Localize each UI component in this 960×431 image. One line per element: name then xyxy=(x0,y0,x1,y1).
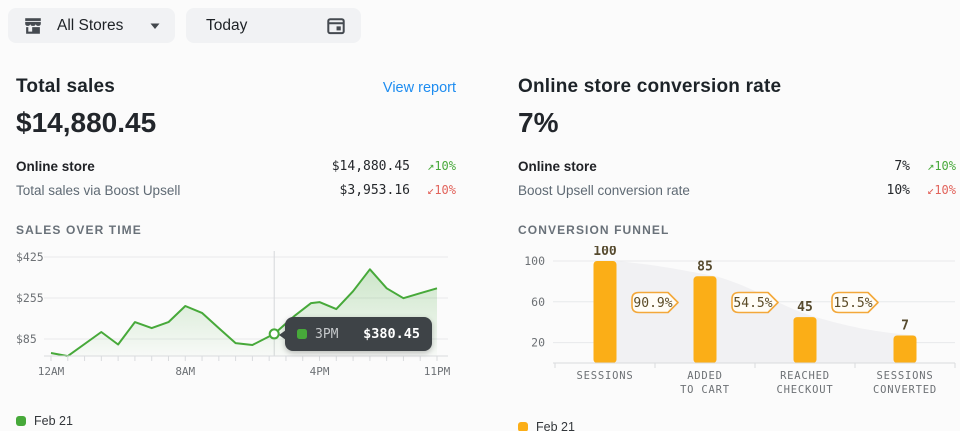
drop-rate-badge xyxy=(631,291,679,314)
metric-label: Online store xyxy=(16,158,95,174)
calendar-icon xyxy=(327,17,345,34)
y-axis-tick-label: 20 xyxy=(531,336,545,350)
metric-label: Boost Upsell conversion rate xyxy=(518,182,690,198)
drop-rate-label: 54.5% xyxy=(733,296,772,311)
y-axis-tick-label: $255 xyxy=(16,291,44,305)
total-sales-value: $14,880.45 xyxy=(16,107,157,138)
conversion-panel: Online store conversion rate 7% Online s… xyxy=(518,51,956,431)
metric-row: Online store 7% ↗10% xyxy=(518,154,956,178)
view-report-link[interactable]: View report xyxy=(382,80,456,96)
category-label: SESSIONS xyxy=(877,370,934,382)
topbar: All Stores Today xyxy=(0,0,960,51)
total-sales-panel: Total sales View report $14,880.45 Onlin… xyxy=(16,51,456,431)
drop-rate-badge xyxy=(731,291,779,314)
total-sales-title: Total sales xyxy=(16,76,115,97)
trend-down-indicator: ↙10% xyxy=(427,183,456,197)
bar-value-label: 45 xyxy=(797,300,813,315)
chevron-down-icon xyxy=(150,23,160,29)
funnel-bar xyxy=(693,276,717,363)
drop-rate-label: 90.9% xyxy=(633,296,672,311)
tooltip-value: $380.45 xyxy=(363,326,420,342)
chart-tooltip: 3PM $380.45 xyxy=(279,317,432,351)
bar-value-label: 85 xyxy=(697,259,713,274)
category-label: TO CART xyxy=(680,384,730,396)
conversion-breakdown: Online store 7% ↗10% Boost Upsell conversio… xyxy=(518,154,956,202)
conversion-funnel-title: CONVERSION FUNNEL xyxy=(518,223,670,237)
date-selector-button[interactable]: Today xyxy=(186,8,361,43)
store-icon xyxy=(25,17,41,34)
trend-up-indicator: ↗10% xyxy=(927,159,956,173)
y-axis-tick-label: $425 xyxy=(16,250,44,264)
date-selector-label: Today xyxy=(206,16,248,34)
sales-over-time-chart: $425 $255 $85 12AM 8AM 4PM 11PM 3PM $380.45 xyxy=(16,246,456,403)
series-line xyxy=(50,268,438,358)
store-selector-button[interactable]: All Stores xyxy=(8,8,175,43)
metric-row: Online store $14,880.45 ↗10% xyxy=(16,154,456,178)
tooltip-time: 3PM xyxy=(315,326,339,342)
conversion-title: Online store conversion rate xyxy=(518,76,782,97)
conversion-funnel-chart: 100 60 20 100 85 45 7 90.9% 54.5% 15.5% SESSIONS AD… xyxy=(518,244,956,409)
metric-value: $14,880.45 xyxy=(331,158,410,174)
funnel-bar xyxy=(793,317,817,363)
funnel-bar xyxy=(893,335,917,363)
conversion-value: 7% xyxy=(518,107,559,138)
sales-legend: Feb 21 xyxy=(16,414,456,428)
funnel-bar xyxy=(593,261,617,363)
legend-label: Feb 21 xyxy=(34,414,73,428)
category-label: CHECKOUT xyxy=(777,384,834,396)
legend-swatch-orange xyxy=(518,422,528,431)
y-axis-tick-label: 60 xyxy=(531,295,545,309)
tooltip-series-swatch xyxy=(297,329,307,339)
category-label: CONVERTED xyxy=(873,384,937,396)
x-axis-tick-label: 11PM xyxy=(424,365,451,378)
legend-swatch-green xyxy=(16,416,26,426)
x-axis-tick-label: 12AM xyxy=(38,365,65,378)
trend-down-indicator: ↙10% xyxy=(927,183,956,197)
dashboard-content: Total sales View report $14,880.45 Onlin… xyxy=(0,51,960,431)
y-axis-tick-label: 100 xyxy=(524,254,545,268)
metric-row: Boost Upsell conversion rate 10% ↙10% xyxy=(518,178,956,202)
drop-rate-badge xyxy=(831,291,879,314)
trend-up-indicator: ↗10% xyxy=(427,159,456,173)
metric-row: Total sales via Boost Upsell $3,953.16 ↙10… xyxy=(16,178,456,202)
total-sales-breakdown: Online store $14,880.45 ↗10% Total sales vi… xyxy=(16,154,456,202)
category-label: ADDED xyxy=(687,370,723,382)
metric-value: 7% xyxy=(894,158,910,174)
metric-label: Online store xyxy=(518,158,597,174)
funnel-legend: Feb 21 xyxy=(518,420,956,431)
bar-value-label: 7 xyxy=(901,318,909,333)
x-axis-tick-label: 4PM xyxy=(310,365,330,378)
legend-label: Feb 21 xyxy=(536,420,575,431)
x-axis-tick-label: 8AM xyxy=(175,365,195,378)
bar-value-label: 100 xyxy=(593,246,617,259)
y-axis-tick-label: $85 xyxy=(16,332,37,346)
metric-label: Total sales via Boost Upsell xyxy=(16,182,181,198)
metric-value: 10% xyxy=(886,182,910,198)
funnel-bar-chart[interactable]: 100 60 20 100 85 45 7 90.9% 54.5% 15.5% SESSIONS AD… xyxy=(518,244,956,404)
metric-value: $3,953.16 xyxy=(339,182,410,198)
category-label: REACHED xyxy=(780,370,830,382)
category-label: SESSIONS xyxy=(577,370,634,382)
hover-point-marker xyxy=(268,328,280,340)
sales-over-time-title: SALES OVER TIME xyxy=(16,223,142,237)
drop-rate-label: 15.5% xyxy=(833,296,872,311)
store-selector-label: All Stores xyxy=(57,16,124,34)
